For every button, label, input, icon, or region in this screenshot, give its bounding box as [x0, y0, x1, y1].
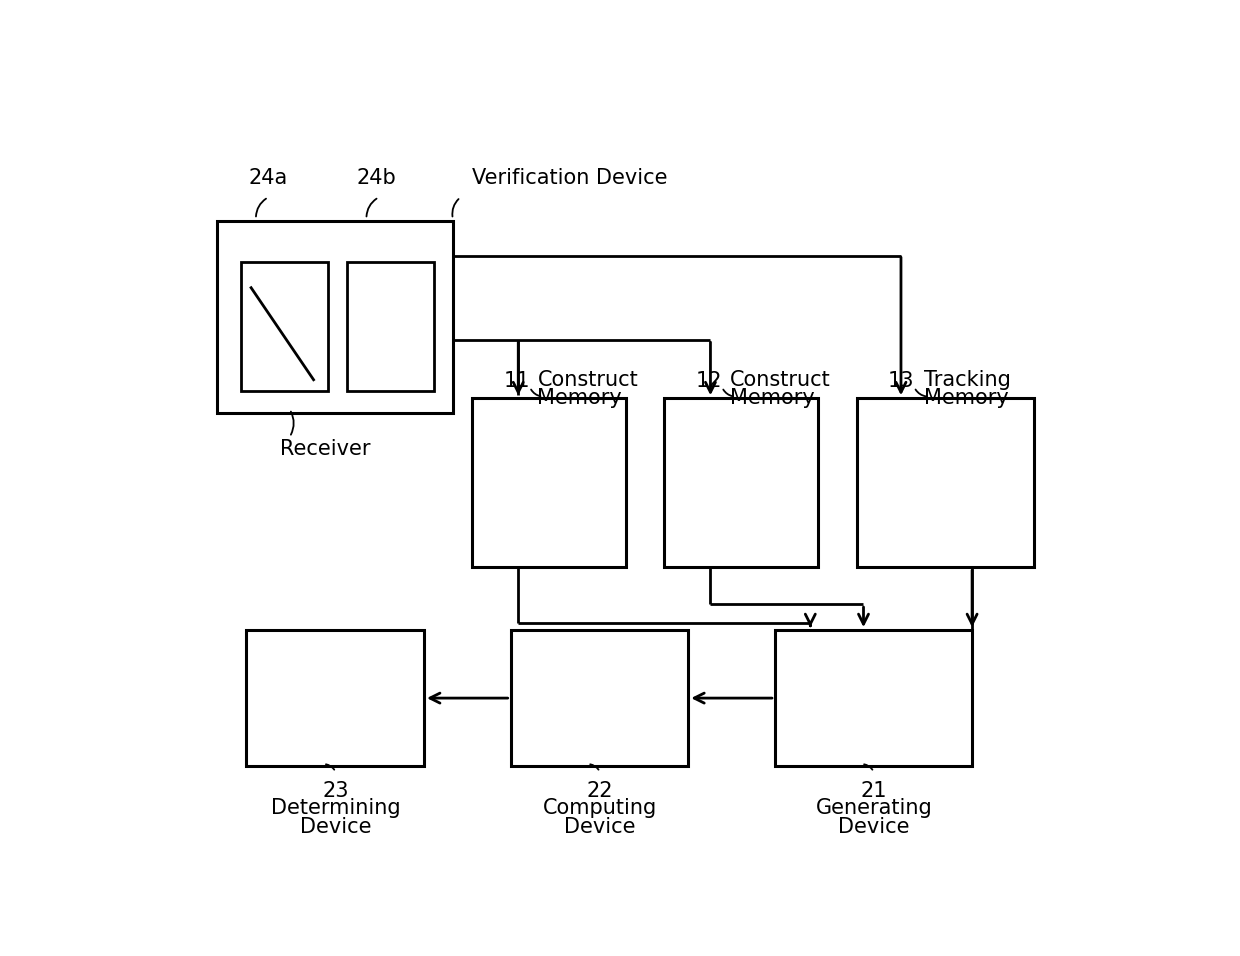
Text: 22: 22	[587, 781, 614, 801]
Text: Computing: Computing	[543, 798, 657, 817]
Text: Tracking: Tracking	[924, 370, 1011, 390]
Text: Memory: Memory	[537, 388, 622, 408]
Bar	[857, 398, 1034, 568]
Text: Device: Device	[564, 817, 636, 837]
Bar	[217, 222, 453, 413]
Bar	[665, 398, 818, 568]
Text: 11: 11	[503, 371, 529, 391]
Text: Construct: Construct	[729, 370, 831, 390]
Text: Verification Device: Verification Device	[472, 168, 667, 188]
Bar	[472, 398, 626, 568]
Text: 13: 13	[888, 371, 914, 391]
Text: Device: Device	[300, 817, 372, 837]
Bar	[247, 630, 424, 766]
Text: Receiver: Receiver	[280, 439, 371, 459]
Text: Determining: Determining	[270, 798, 401, 817]
Bar	[242, 262, 327, 391]
Bar	[511, 630, 688, 766]
Text: Construct: Construct	[537, 370, 639, 390]
Text: 21: 21	[861, 781, 887, 801]
Text: 12: 12	[696, 371, 722, 391]
Text: Memory: Memory	[924, 388, 1008, 408]
Text: Device: Device	[838, 817, 910, 837]
Bar	[775, 630, 972, 766]
Text: 23: 23	[322, 781, 348, 801]
Text: Memory: Memory	[729, 388, 815, 408]
Bar	[347, 262, 434, 391]
Text: Generating: Generating	[816, 798, 932, 817]
Text: 24a: 24a	[249, 168, 288, 188]
Text: 24b: 24b	[356, 168, 396, 188]
